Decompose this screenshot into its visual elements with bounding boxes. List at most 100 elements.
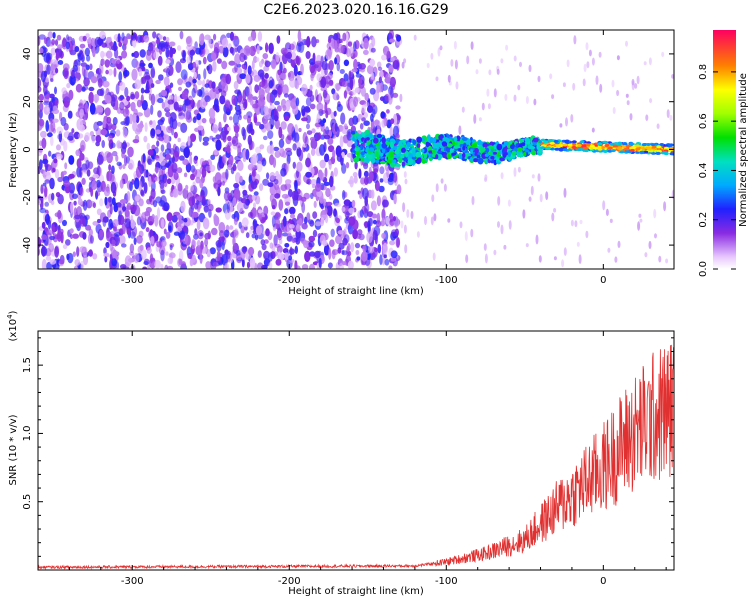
heatmap-cell [374, 151, 379, 158]
heatmap-cell [43, 100, 50, 106]
heatmap-cell [479, 147, 486, 152]
heatmap-cell [316, 102, 324, 112]
heatmap-cell [283, 67, 287, 74]
heatmap-cell [403, 142, 407, 146]
heatmap-cell [202, 56, 207, 65]
heatmap-cell [447, 218, 451, 223]
heatmap-cell [218, 236, 225, 242]
heatmap-cell [377, 243, 382, 254]
heatmap-cell [324, 213, 329, 224]
heatmap-cell [85, 224, 92, 231]
heatmap-cell [41, 221, 46, 229]
heatmap-cell [193, 155, 198, 165]
heatmap-cell [119, 179, 124, 189]
heatmap-cell [118, 71, 123, 82]
heatmap-cell [310, 65, 317, 76]
heatmap-cell [582, 78, 586, 87]
heatmap-cell [359, 145, 363, 150]
heatmap-cell [86, 54, 91, 62]
heatmap-cell [315, 183, 322, 192]
heatmap-cell [77, 198, 83, 206]
heatmap-cell [50, 78, 54, 83]
heatmap-cell [223, 229, 230, 238]
heatmap-cell [263, 135, 268, 141]
heatmap-cell [106, 36, 112, 43]
heatmap-cell [104, 107, 111, 116]
heatmap-cell [332, 92, 340, 101]
heatmap-cell [459, 155, 463, 160]
heatmap-cell [609, 142, 615, 146]
heatmap-cell [227, 252, 231, 260]
heatmap-cell [45, 256, 52, 261]
heatmap-cell [369, 87, 376, 95]
heatmap-cell [327, 38, 332, 44]
heatmap-cell [426, 62, 430, 69]
heatmap-cell [97, 218, 101, 224]
heatmap-cell [327, 262, 333, 269]
heatmap-cell [348, 207, 355, 214]
heatmap-cell [86, 38, 92, 45]
y-tick-label: 0.5 [22, 494, 33, 510]
heatmap-cell [332, 149, 336, 159]
heatmap-cell [604, 143, 610, 147]
heatmap-cell [470, 41, 474, 50]
heatmap-cell [57, 44, 63, 50]
heatmap-cell [658, 255, 662, 263]
heatmap-cell [256, 160, 263, 173]
heatmap-cell [143, 261, 149, 265]
heatmap-cell [401, 161, 406, 167]
heatmap-cell [155, 162, 159, 174]
heatmap-cell [301, 201, 306, 214]
heatmap-cell [306, 36, 311, 48]
heatmap-cell [607, 146, 613, 150]
heatmap-cell [194, 228, 198, 236]
heatmap-cell [294, 245, 298, 254]
heatmap-cell [155, 79, 161, 85]
heatmap-cell [166, 178, 172, 185]
heatmap-cell [310, 148, 316, 156]
heatmap-cell [257, 31, 263, 42]
heatmap-cell [390, 126, 393, 139]
heatmap-cell [117, 33, 121, 43]
heatmap-cell [341, 81, 348, 88]
heatmap-cell [379, 96, 385, 102]
heatmap-cell [154, 176, 160, 182]
heatmap-cell [288, 248, 295, 255]
heatmap-cell [312, 211, 318, 219]
heatmap-cell [248, 211, 254, 218]
heatmap-cell [254, 84, 259, 94]
heatmap-cell [502, 146, 508, 152]
heatmap-cell [276, 35, 281, 44]
heatmap-cell [189, 155, 193, 166]
heatmap-cell [268, 42, 274, 54]
heatmap-cell [392, 146, 398, 151]
heatmap-cell [134, 134, 140, 143]
heatmap-cell [205, 165, 211, 171]
heatmap-cell [370, 158, 376, 164]
heatmap-cell [486, 88, 490, 97]
heatmap-cell [305, 157, 311, 168]
heatmap-cell [252, 153, 259, 164]
heatmap-cell [287, 123, 295, 135]
heatmap-cell [229, 202, 234, 213]
heatmap-cell [368, 171, 374, 182]
heatmap-cell [362, 245, 367, 253]
heatmap-cell [243, 114, 248, 120]
heatmap-cell [80, 260, 85, 269]
heatmap-cell [260, 239, 266, 246]
heatmap-cell [398, 140, 404, 148]
heatmap-cell [356, 256, 361, 261]
heatmap-cell [224, 130, 229, 135]
heatmap-cell [430, 216, 434, 226]
heatmap-cell [363, 170, 369, 178]
heatmap-cell [415, 151, 422, 158]
heatmap-cell [116, 140, 122, 149]
heatmap-cell [367, 154, 373, 160]
heatmap-cell [62, 244, 68, 250]
heatmap-cell [379, 70, 384, 78]
heatmap-cell [661, 51, 665, 58]
heatmap-cell [196, 218, 201, 231]
heatmap-cell [122, 164, 126, 170]
heatmap-cell [212, 124, 219, 134]
heatmap-cell [54, 86, 57, 95]
